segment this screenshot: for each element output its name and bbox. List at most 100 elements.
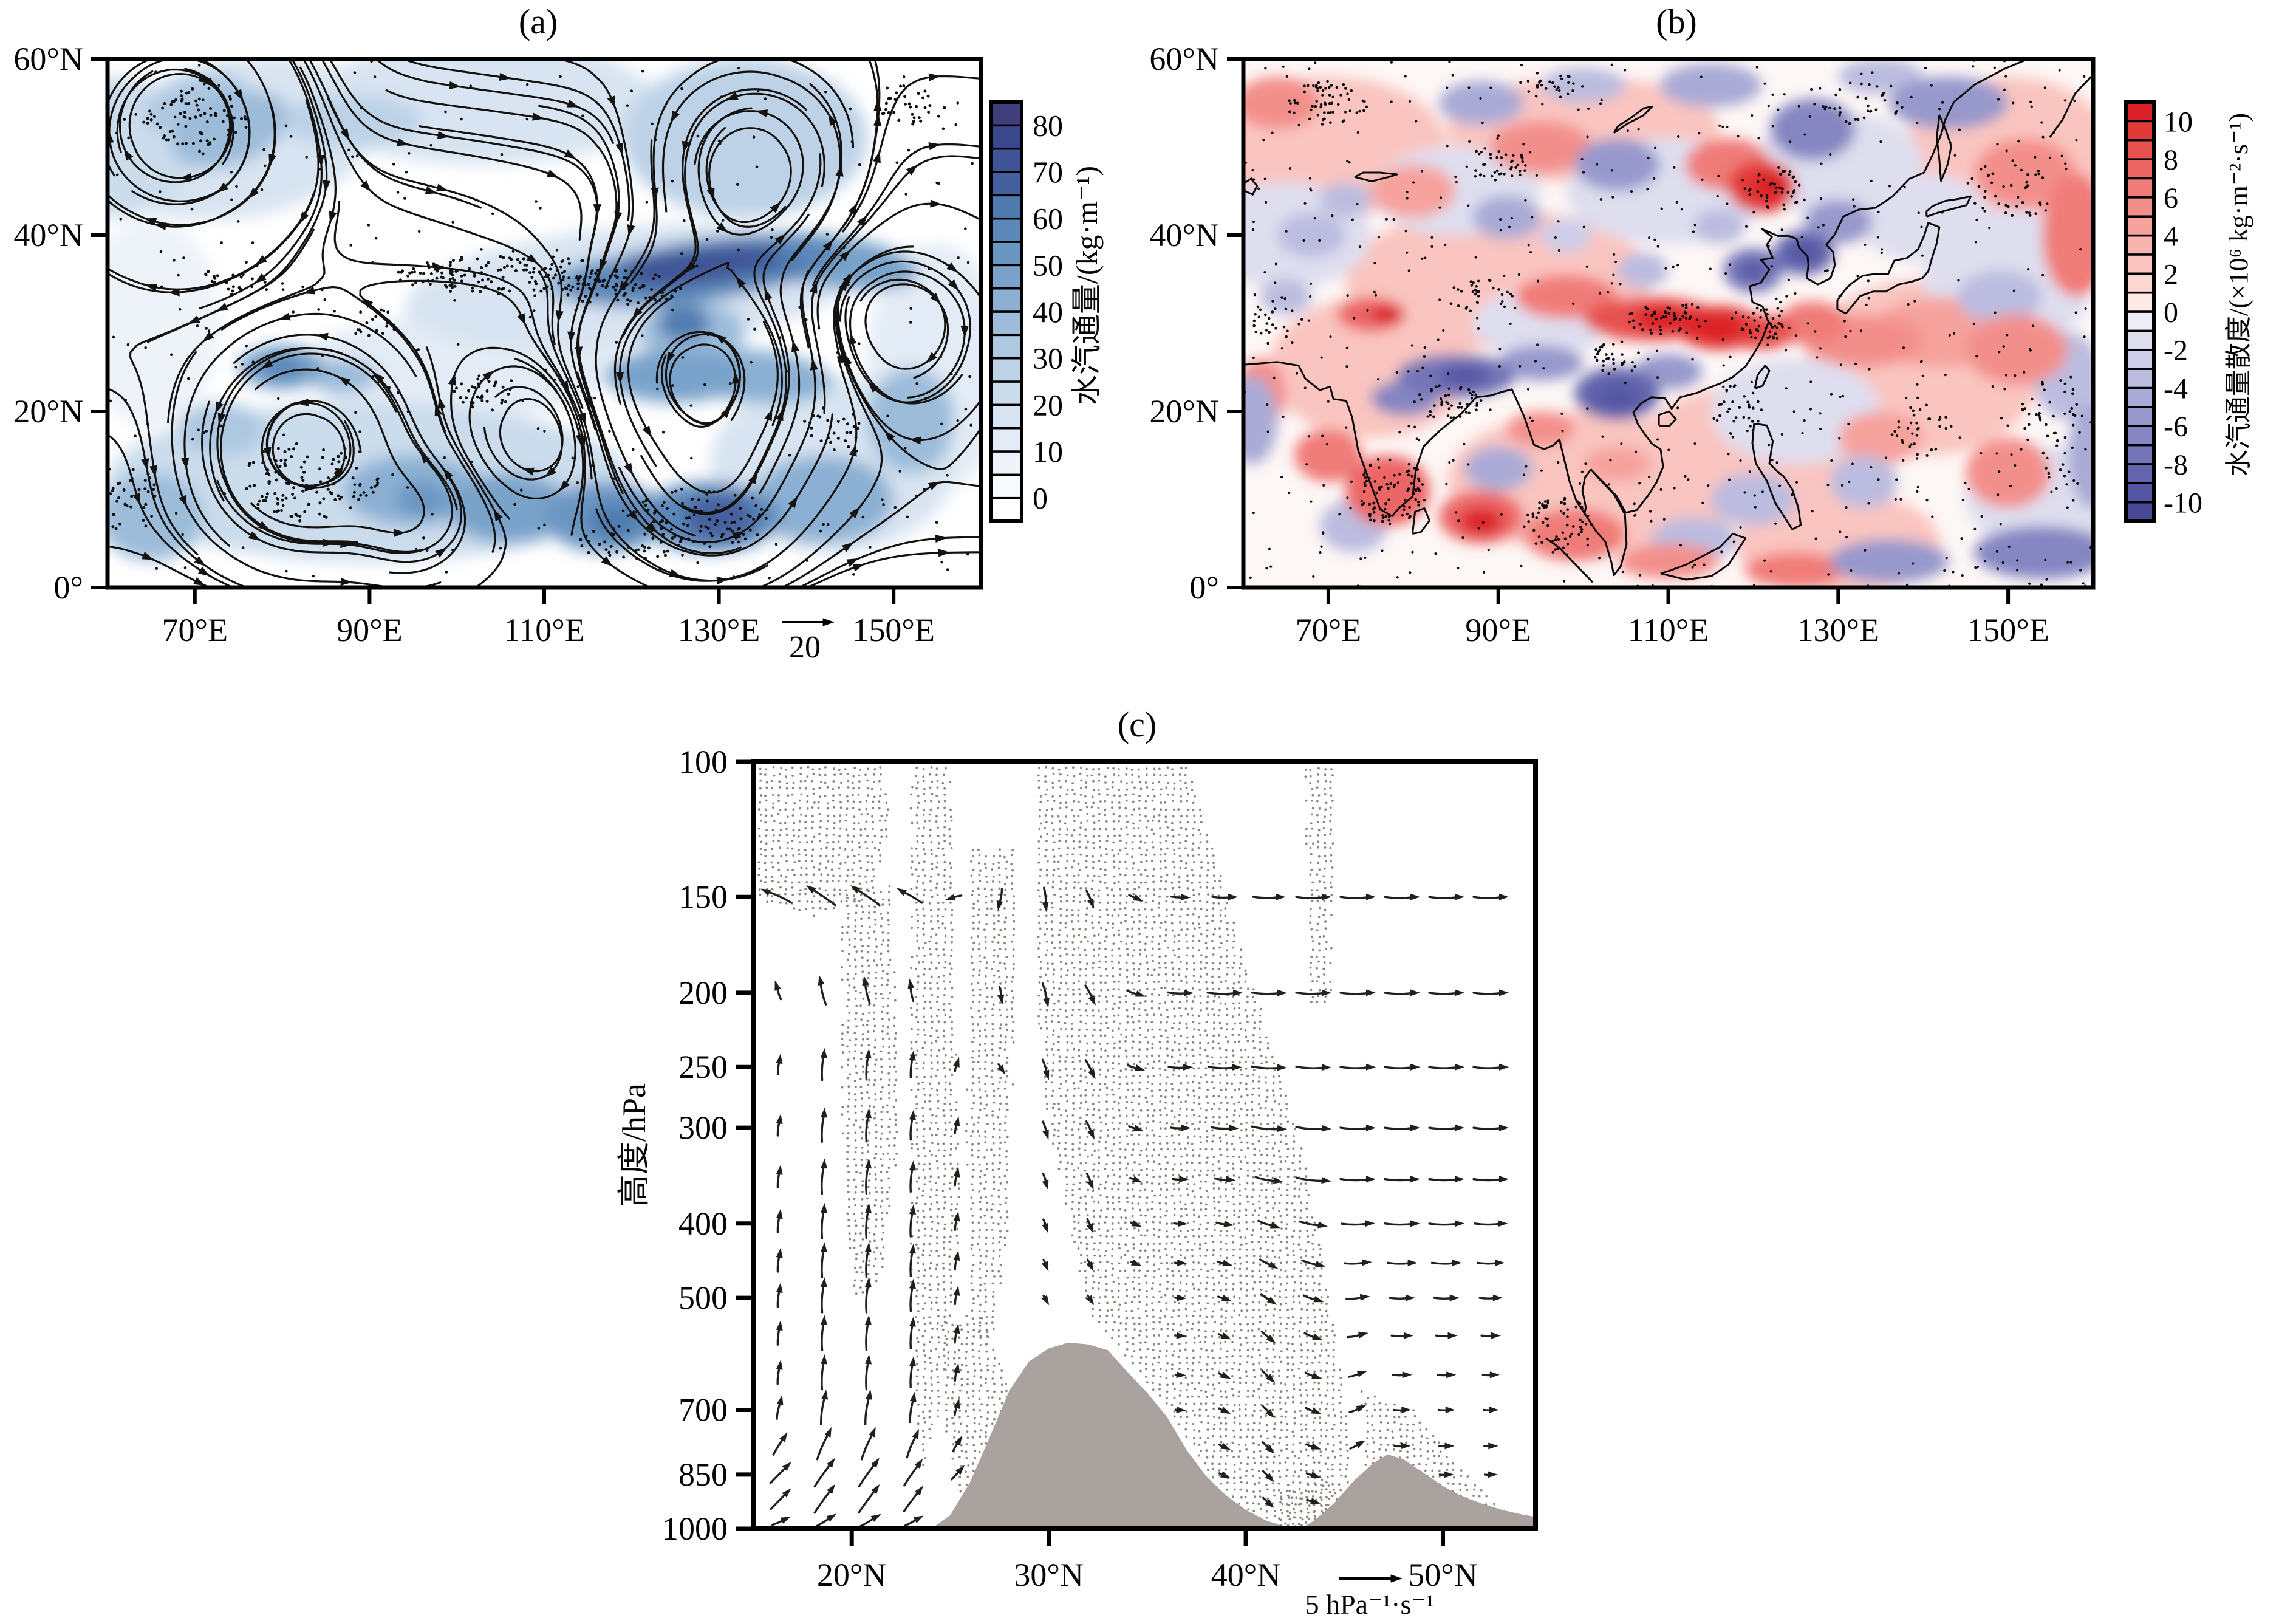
stipple-dot (1470, 284, 1474, 287)
stipple-dot (917, 981, 920, 984)
shading-blob (1966, 437, 2051, 509)
stipple-dot (867, 1044, 870, 1047)
stipple-dot (1256, 305, 1260, 309)
stipple-dot (929, 1437, 932, 1439)
stipple-dot (867, 936, 870, 939)
stipple-dot (1410, 344, 1413, 347)
stipple-dot (923, 787, 926, 790)
stipple-dot (923, 1094, 926, 1096)
stipple-dot (985, 1275, 987, 1278)
stipple-dot (861, 1217, 864, 1220)
stipple-dot (1085, 786, 1087, 789)
stipple-dot (1692, 230, 1695, 233)
stipple-dot (1743, 491, 1746, 494)
stipple-dot (860, 1044, 863, 1047)
stipple-dot (853, 1279, 856, 1282)
stipple-dot (948, 828, 951, 831)
stipple-dot (689, 404, 693, 407)
stipple-dot (955, 1235, 958, 1237)
stipple-dot (836, 436, 840, 440)
stipple-dot (950, 1281, 952, 1284)
stipple-dot (1974, 241, 1977, 244)
stipple-dot (1607, 483, 1610, 486)
stipple-dot (847, 445, 850, 448)
stipple-dot (841, 1113, 844, 1116)
stipple-dot (1452, 286, 1456, 289)
stipple-dot (886, 1004, 889, 1007)
stipple-dot (915, 967, 918, 970)
stipple-dot (917, 1088, 920, 1091)
colorbar-segment (2125, 139, 2155, 160)
stipple-dot (396, 191, 400, 194)
stipple-dot (1753, 319, 1756, 322)
stipple-dot (1860, 72, 1863, 75)
stipple-dot (1467, 204, 1470, 207)
stipple-dot (1504, 153, 1508, 156)
streamline-arrowhead-icon (304, 483, 317, 492)
stipple-dot (1309, 187, 1312, 190)
stipple-dot (653, 298, 657, 301)
stipple-dot (870, 880, 873, 883)
stipple-dot (978, 854, 981, 857)
stipple-dot (1345, 365, 1348, 368)
stipple-dot (406, 274, 410, 278)
stipple-dot (861, 970, 864, 973)
stipple-dot (1943, 569, 1946, 572)
stipple-dot (1529, 250, 1532, 254)
stipple-dot (972, 902, 975, 905)
streamline-arrowhead-icon (720, 406, 732, 419)
stipple-dot (833, 815, 836, 818)
stipple-dot (935, 1155, 938, 1157)
x-tick-label: 70°E (1296, 612, 1362, 648)
stipple-dot (972, 968, 975, 971)
stipple-dot (561, 271, 564, 275)
stipple-dot (818, 786, 821, 789)
stipple-dot (614, 283, 618, 286)
stipple-dot (868, 905, 871, 908)
stipple-dot (716, 503, 720, 507)
stipple-dot (1080, 767, 1082, 770)
stipple-dot (1118, 795, 1121, 798)
stipple-dot (911, 1147, 913, 1150)
stipple-dot (999, 1147, 1001, 1150)
stipple-dot (848, 938, 851, 941)
stipple-dot (1786, 191, 1789, 194)
stipple-dot (1467, 86, 1471, 89)
stipple-dot (854, 1139, 857, 1142)
stipple-dot (1003, 855, 1006, 859)
stipple-dot (811, 826, 814, 829)
stipple-dot (881, 1191, 884, 1194)
stipple-dot (978, 874, 981, 876)
stipple-dot (1012, 996, 1015, 999)
stipple-dot (971, 1236, 974, 1239)
stipple-dot (2007, 205, 2010, 208)
stipple-dot (1336, 103, 1340, 106)
stipple-dot (660, 527, 663, 530)
streamline-arrowhead-icon (857, 214, 868, 227)
stipple-dot (972, 921, 975, 924)
stipple-dot (680, 87, 683, 91)
stipple-dot (1546, 524, 1549, 527)
stipple-dot (936, 1094, 939, 1096)
stipple-dot (1613, 253, 1616, 256)
stipple-dot (739, 517, 743, 521)
stipple-dot (112, 513, 115, 516)
stipple-dot (949, 1109, 952, 1111)
stipple-dot (1046, 809, 1048, 812)
colorbar-segment (990, 450, 1023, 476)
stipple-dot (1778, 173, 1782, 176)
stipple-dot (878, 780, 881, 783)
stipple-dot (875, 1190, 878, 1193)
stipple-dot (998, 880, 1001, 883)
stipple-dot (2028, 211, 2031, 214)
stipple-dot (886, 1152, 889, 1155)
stipple-dot (1417, 479, 1421, 482)
stipple-dot (882, 939, 884, 942)
stipple-dot (833, 907, 835, 910)
stipple-dot (950, 967, 953, 970)
stipple-dot (1925, 403, 1929, 407)
stipple-dot (1621, 570, 1625, 574)
stipple-dot (880, 1097, 883, 1100)
stipple-dot (1664, 267, 1667, 270)
stipple-dot (917, 975, 920, 978)
